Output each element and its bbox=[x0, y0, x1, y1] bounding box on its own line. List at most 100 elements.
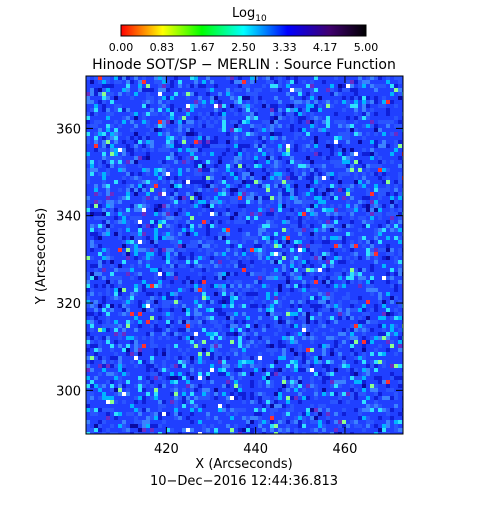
heatmap-cell bbox=[114, 76, 118, 80]
heatmap-cell bbox=[122, 328, 126, 332]
heatmap-cell bbox=[374, 236, 378, 240]
heatmap-cell bbox=[370, 100, 374, 104]
heatmap-cell bbox=[354, 172, 358, 176]
heatmap-cell bbox=[342, 380, 346, 384]
heatmap-cell bbox=[210, 336, 214, 340]
heatmap-cell bbox=[174, 400, 178, 404]
heatmap-cell bbox=[318, 104, 322, 108]
heatmap-cell bbox=[142, 104, 146, 108]
heatmap-cell bbox=[358, 424, 362, 428]
heatmap-cell bbox=[234, 172, 238, 176]
heatmap-cell bbox=[310, 208, 314, 212]
heatmap-cell bbox=[106, 372, 110, 376]
heatmap-cell bbox=[114, 376, 118, 380]
heatmap-cell bbox=[182, 124, 186, 128]
heatmap-cell bbox=[274, 288, 278, 292]
heatmap-cell bbox=[258, 340, 262, 344]
heatmap-cell bbox=[222, 336, 226, 340]
heatmap-cell bbox=[318, 356, 322, 360]
heatmap-cell bbox=[86, 304, 90, 308]
heatmap-cell bbox=[98, 224, 102, 228]
heatmap-cell bbox=[182, 212, 186, 216]
heatmap-cell bbox=[214, 272, 218, 276]
heatmap-cell bbox=[142, 304, 146, 308]
heatmap-cell bbox=[234, 396, 238, 400]
heatmap-cell bbox=[126, 428, 130, 432]
heatmap-cell bbox=[138, 352, 142, 356]
heatmap-cell bbox=[98, 408, 102, 412]
heatmap-cell bbox=[106, 312, 110, 316]
heatmap-cell bbox=[202, 320, 206, 324]
heatmap-cell bbox=[186, 244, 190, 248]
heatmap-cell bbox=[198, 340, 202, 344]
heatmap-cell bbox=[102, 276, 106, 280]
heatmap-cell bbox=[234, 432, 238, 434]
heatmap-cell bbox=[278, 100, 282, 104]
heatmap-cell bbox=[254, 412, 258, 416]
heatmap-cell bbox=[350, 152, 354, 156]
heatmap-cell bbox=[362, 104, 366, 108]
heatmap-cell bbox=[278, 156, 282, 160]
heatmap-cell bbox=[210, 316, 214, 320]
heatmap-cell bbox=[178, 432, 182, 434]
heatmap-cell bbox=[122, 384, 126, 388]
heatmap-cell bbox=[302, 288, 306, 292]
heatmap-cell bbox=[230, 172, 234, 176]
heatmap-cell bbox=[130, 424, 134, 428]
heatmap-cell bbox=[86, 92, 90, 96]
heatmap-cell bbox=[398, 248, 402, 252]
heatmap-cell bbox=[90, 396, 94, 400]
heatmap-cell bbox=[234, 388, 238, 392]
heatmap-cell bbox=[346, 164, 350, 168]
heatmap-cell bbox=[190, 256, 194, 260]
heatmap-cell bbox=[334, 112, 338, 116]
heatmap-cell bbox=[250, 192, 254, 196]
heatmap-cell bbox=[110, 224, 114, 228]
heatmap-cell bbox=[242, 232, 246, 236]
heatmap-cell bbox=[370, 360, 374, 364]
heatmap-cell bbox=[254, 152, 258, 156]
heatmap-cell bbox=[290, 300, 294, 304]
heatmap-cell bbox=[394, 140, 398, 144]
heatmap-cell bbox=[314, 428, 318, 432]
heatmap-cell bbox=[86, 332, 90, 336]
heatmap-cell bbox=[274, 296, 278, 300]
heatmap-cell bbox=[122, 240, 126, 244]
heatmap-cell bbox=[102, 132, 106, 136]
heatmap-cell bbox=[382, 364, 386, 368]
heatmap-cell bbox=[278, 388, 282, 392]
heatmap-cell bbox=[122, 348, 126, 352]
heatmap-cell bbox=[226, 164, 230, 168]
heatmap-cell bbox=[230, 196, 234, 200]
heatmap-cell bbox=[318, 176, 322, 180]
heatmap-cell bbox=[262, 152, 266, 156]
heatmap-cell bbox=[286, 164, 290, 168]
heatmap-cell bbox=[226, 232, 230, 236]
heatmap-cell bbox=[166, 204, 170, 208]
heatmap-cell bbox=[370, 264, 374, 268]
heatmap-cell bbox=[330, 176, 334, 180]
heatmap-cell bbox=[302, 192, 306, 196]
heatmap-cell bbox=[390, 312, 394, 316]
heatmap-cell bbox=[226, 316, 230, 320]
heatmap-cell bbox=[394, 84, 398, 88]
heatmap-cell bbox=[218, 356, 222, 360]
heatmap-cell bbox=[142, 168, 146, 172]
heatmap-cell bbox=[202, 292, 206, 296]
heatmap-cell bbox=[262, 176, 266, 180]
heatmap-cell bbox=[190, 320, 194, 324]
heatmap-cell bbox=[354, 408, 358, 412]
heatmap-cell bbox=[234, 280, 238, 284]
heatmap-cell bbox=[98, 260, 102, 264]
heatmap-cell bbox=[394, 364, 398, 368]
heatmap-cell bbox=[170, 400, 174, 404]
heatmap-cell bbox=[174, 304, 178, 308]
heatmap-cell bbox=[390, 296, 394, 300]
heatmap-cell bbox=[230, 284, 234, 288]
heatmap-cell bbox=[286, 104, 290, 108]
heatmap-cell bbox=[306, 368, 310, 372]
heatmap-cell bbox=[322, 228, 326, 232]
heatmap-cell bbox=[286, 192, 290, 196]
heatmap-cell bbox=[150, 96, 154, 100]
heatmap-cell bbox=[154, 212, 158, 216]
